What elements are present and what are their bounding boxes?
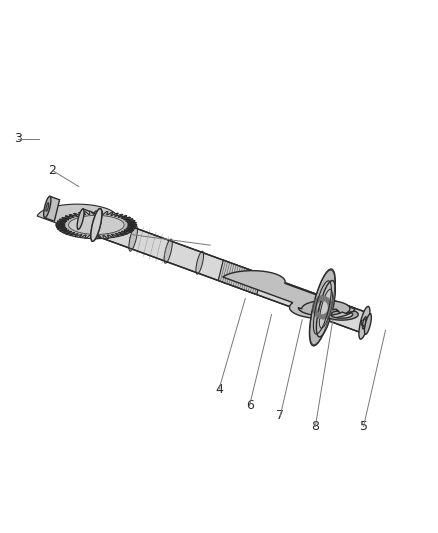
Circle shape <box>314 310 317 314</box>
Polygon shape <box>298 301 350 316</box>
Text: 5: 5 <box>360 420 367 433</box>
Circle shape <box>325 298 329 302</box>
Ellipse shape <box>196 251 204 274</box>
Circle shape <box>313 306 316 311</box>
Ellipse shape <box>319 289 332 328</box>
Text: 7: 7 <box>276 409 284 422</box>
Circle shape <box>314 300 318 304</box>
Ellipse shape <box>359 306 370 339</box>
Polygon shape <box>223 271 355 319</box>
Text: 1: 1 <box>127 228 135 241</box>
Polygon shape <box>69 215 124 235</box>
Ellipse shape <box>318 296 326 319</box>
Polygon shape <box>218 260 262 295</box>
Circle shape <box>328 308 332 312</box>
Circle shape <box>327 311 330 316</box>
Ellipse shape <box>91 208 102 241</box>
Ellipse shape <box>364 314 371 334</box>
Text: 8: 8 <box>311 420 319 433</box>
Circle shape <box>321 314 325 319</box>
Polygon shape <box>56 211 137 239</box>
Text: 3: 3 <box>14 132 21 145</box>
Ellipse shape <box>46 203 49 211</box>
Polygon shape <box>56 211 137 239</box>
Ellipse shape <box>44 196 51 218</box>
Circle shape <box>320 296 323 300</box>
Circle shape <box>317 297 321 301</box>
Polygon shape <box>78 209 371 334</box>
Circle shape <box>313 303 317 307</box>
Text: 6: 6 <box>246 399 254 411</box>
Ellipse shape <box>316 280 336 337</box>
Text: 2: 2 <box>49 164 57 177</box>
Text: 4: 4 <box>215 383 223 395</box>
Circle shape <box>318 314 322 319</box>
Polygon shape <box>37 204 133 239</box>
Circle shape <box>316 313 319 317</box>
Ellipse shape <box>77 209 84 229</box>
Ellipse shape <box>362 317 367 329</box>
Ellipse shape <box>164 239 172 263</box>
Circle shape <box>328 304 332 309</box>
Polygon shape <box>45 196 60 221</box>
Ellipse shape <box>310 269 335 346</box>
Polygon shape <box>325 309 358 320</box>
Circle shape <box>324 313 328 318</box>
Ellipse shape <box>129 225 138 251</box>
Circle shape <box>323 296 326 301</box>
Ellipse shape <box>91 208 102 241</box>
Circle shape <box>328 301 331 305</box>
